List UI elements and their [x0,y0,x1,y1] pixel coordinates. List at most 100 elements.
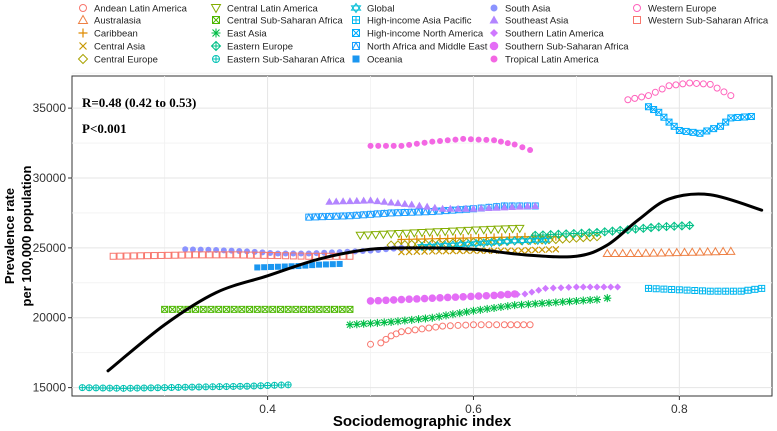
data-point [174,383,182,391]
data-point [508,203,517,211]
data-point [600,283,608,291]
data-point [316,261,323,268]
data-point [345,320,354,329]
data-point [415,207,423,216]
data-point-x [277,306,284,313]
data-point-box [331,305,338,313]
data-point-cross [175,384,182,391]
legend-label: Central Latin America [227,4,319,15]
data-point [638,93,646,101]
data-point [436,294,444,302]
data-point [486,237,497,248]
data-point [418,325,426,333]
data-point [380,209,388,217]
legend-label: East Asia [227,29,267,40]
data-point [710,246,721,256]
data-point [116,252,124,260]
data-point [420,234,429,243]
data-point [542,284,550,292]
data-point-tri [373,209,381,218]
data-point-box [734,113,742,121]
data-point-x [238,306,246,313]
data-point [312,212,320,221]
data-point [722,118,730,126]
legend-key [210,4,222,14]
y-axis-title-line2: per 100,000 population [19,166,34,307]
data-point-cross [93,384,100,391]
legend-key-plus [352,16,360,24]
data-point [706,80,714,88]
data-point-box [253,305,261,313]
data-point [455,227,466,236]
data-point [164,251,172,259]
legend-item: Western Sub-Saharan Africa [633,16,769,27]
data-point [679,247,690,256]
data-point [325,197,334,205]
data-point-x [246,306,253,313]
data-point-box [346,305,354,313]
data-point-box [276,305,284,313]
data-point [270,381,278,389]
data-point-cross [141,384,148,391]
data-point [276,305,284,313]
data-point [154,384,162,392]
data-point [603,294,612,303]
data-point-box [215,305,223,313]
data-point [727,114,735,122]
data-point [517,235,528,246]
legend-key [79,42,87,50]
data-point-cross [195,384,202,391]
data-point [483,304,492,313]
data-point [469,204,478,212]
data-point [741,113,749,121]
data-point [607,283,615,291]
data-point [592,227,602,238]
data-point [199,305,207,313]
data-point [515,202,524,210]
data-point [664,247,674,257]
data-point [514,224,525,234]
data-point [706,287,714,295]
data-point-tri [367,210,374,218]
data-point-cross [554,230,563,239]
legend-key [352,41,360,50]
data-point [413,248,421,256]
data-point [497,138,504,145]
legend-item: Western Europe [633,4,716,15]
data-point-x [269,306,277,313]
legend-item: Southern Sub-Saharan Africa [489,42,629,53]
data-point [435,312,444,321]
series-andean-latin-america [367,321,534,348]
data-point [518,247,525,254]
data-point [531,299,540,308]
data-point-tri [325,212,333,220]
data-point-cross [161,384,168,391]
data-point-plus [645,285,652,292]
data-point [436,234,445,243]
data-point [85,384,93,392]
data-point [386,230,396,239]
data-point [195,383,203,391]
data-point-diamond [623,225,633,235]
legend-key [350,2,362,14]
legend-key [489,15,499,24]
data-point [725,246,736,255]
legend-key [352,16,360,24]
data-point [387,317,396,326]
data-point-box [722,118,730,126]
data-point [648,248,659,257]
data-point [192,251,200,259]
data-point [527,147,534,154]
data-point [675,286,683,294]
data-point [557,284,565,292]
data-point [188,383,196,391]
data-point [729,287,737,295]
legend-item: Caribbean [78,28,138,40]
data-point-x [346,306,354,313]
data-point-cross [670,222,679,231]
data-point-x [292,306,300,313]
data-point-cross [631,225,640,234]
data-point [565,283,573,291]
data-point-tri [332,212,340,220]
